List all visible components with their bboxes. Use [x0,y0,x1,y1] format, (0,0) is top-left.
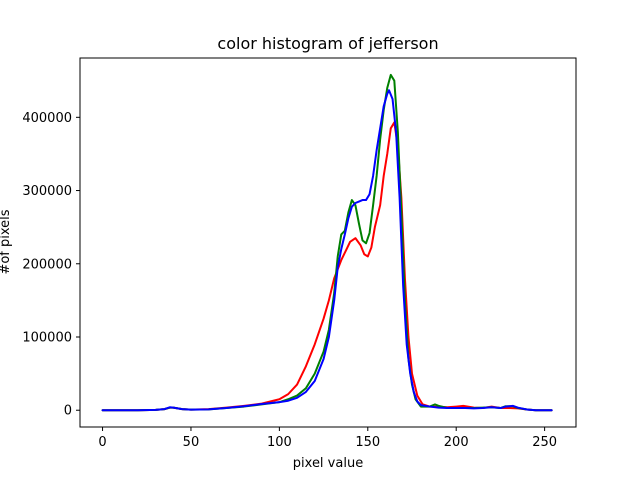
y-axis-ticks: 0 100000 200000 300000 400000 [22,111,80,419]
x-tick-label: 150 [355,435,380,450]
x-axis-ticks: 0 50 100 150 200 250 [98,427,557,450]
y-tick-label: 400000 [22,111,72,126]
series-layer [101,73,553,412]
x-tick-label: 100 [267,435,292,450]
y-tick-label: 200000 [22,257,72,272]
y-tick-label: 300000 [22,184,72,199]
series-line-0 [101,121,553,412]
y-axis-label: #of pixels [0,209,13,274]
x-tick-label: 200 [444,435,469,450]
y-tick-label: 100000 [22,331,72,346]
x-tick-label: 250 [532,435,557,450]
x-tick-label: 50 [183,435,200,450]
series-line-2 [101,89,553,412]
x-axis-label: pixel value [293,456,363,471]
x-tick-label: 0 [98,435,106,450]
y-tick-label: 0 [64,404,72,419]
plot-area-frame [79,57,577,428]
series-line-1 [101,73,553,412]
chart-title: color histogram of jefferson [217,34,438,53]
